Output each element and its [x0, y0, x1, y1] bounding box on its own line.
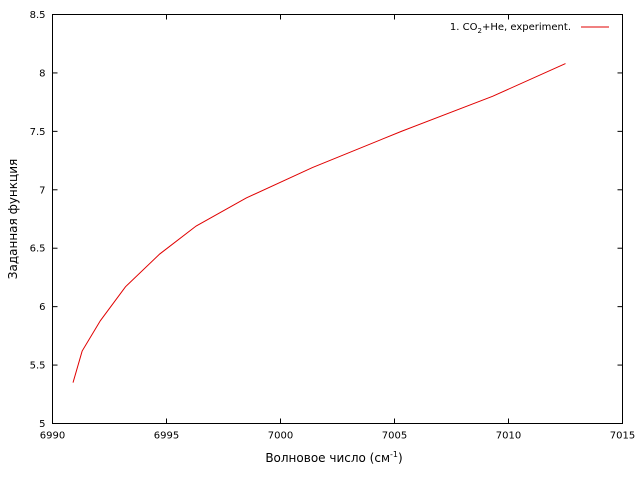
- x-axis-title: Волновое число (см-1): [265, 450, 402, 465]
- y-tick-label: 5: [39, 419, 45, 430]
- y-tick-label: 6: [39, 302, 45, 313]
- legend-label-sub: 2: [478, 27, 482, 35]
- x-axis-title-main: Волновое число (см: [265, 451, 390, 465]
- x-tick-label: 7000: [268, 431, 293, 442]
- y-tick-label: 8: [39, 68, 45, 79]
- y-axis-title: Заданная функция: [6, 159, 20, 279]
- legend-label-prefix: 1. CO: [450, 22, 478, 33]
- legend-entry-label: 1. CO2+He, experiment.: [450, 22, 571, 35]
- y-tick-label: 7.5: [30, 127, 46, 138]
- x-tick-label: 6990: [40, 431, 65, 442]
- series-line: [72, 63, 566, 383]
- x-axis-title-end: ): [398, 451, 403, 465]
- y-tick-label: 8.5: [30, 10, 46, 21]
- legend: 1. CO2+He, experiment.: [450, 22, 609, 35]
- x-tick-label: 7005: [382, 431, 407, 442]
- y-tick-label: 7: [39, 185, 45, 196]
- y-tick-label: 5.5: [30, 361, 46, 372]
- legend-label-suffix: +He, experiment.: [482, 22, 571, 33]
- plot-frame: [52, 14, 623, 424]
- tick-marks: [52, 14, 623, 424]
- y-tick-label: 6.5: [30, 244, 46, 255]
- x-tick-label: 7010: [496, 431, 521, 442]
- x-tick-label: 7015: [610, 431, 635, 442]
- x-axis-title-sup: -1: [390, 450, 398, 459]
- tick-labels: 6990 6995 7000 7005 7010 7015 5 5.5 6 6.5 7 7.5 8 8.5: [30, 10, 636, 442]
- x-tick-label: 6995: [154, 431, 179, 442]
